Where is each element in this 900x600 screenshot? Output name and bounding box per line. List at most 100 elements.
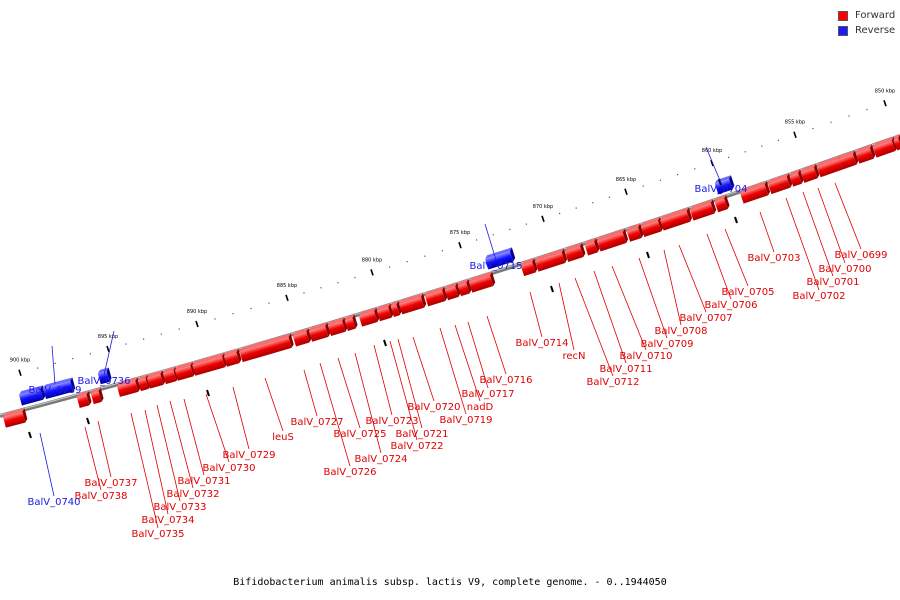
gene-label-balv-0724[interactable]: BalV_0724 (354, 454, 407, 465)
gene-label-balv-0715[interactable]: BalV_0715 (469, 261, 522, 272)
forward-gene[interactable] (358, 307, 380, 327)
gene-label-balv-0710[interactable]: BalV_0710 (619, 351, 672, 362)
forward-gene[interactable] (767, 173, 793, 195)
forward-gene[interactable] (376, 303, 394, 322)
minor-tick (592, 202, 594, 204)
forward-gene[interactable] (146, 370, 166, 389)
gene-label-balv-0740[interactable]: BalV_0740 (27, 497, 80, 508)
gene-label-balv-0738[interactable]: BalV_0738 (74, 491, 127, 502)
forward-gene[interactable] (564, 242, 586, 262)
reverse-gene[interactable] (18, 385, 46, 406)
reverse-gene[interactable] (484, 247, 516, 270)
forward-gene[interactable] (444, 282, 462, 301)
major-tick (793, 131, 797, 138)
gene-label-balv-0727[interactable]: BalV_0727 (290, 417, 343, 428)
reverse-gene[interactable] (42, 377, 76, 400)
forward-gene[interactable] (789, 169, 805, 187)
forward-gene[interactable] (714, 194, 731, 213)
leader-line (183, 398, 205, 476)
leader-line (144, 409, 169, 515)
forward-gene[interactable] (468, 271, 496, 293)
gene-label-balv-0719[interactable]: BalV_0719 (439, 415, 492, 426)
forward-gene[interactable] (872, 136, 898, 158)
gene-label-balv-0721[interactable]: BalV_0721 (395, 429, 448, 440)
gene-label-balv-0731[interactable]: BalV_0731 (177, 476, 230, 487)
forward-gene[interactable] (116, 377, 141, 397)
gene-top (714, 175, 731, 184)
forward-gene[interactable] (520, 258, 539, 277)
forward-gene[interactable] (223, 348, 242, 367)
gene-label-balv-0702[interactable]: BalV_0702 (792, 291, 845, 302)
reverse-gene[interactable] (97, 367, 112, 385)
gene-label-balv-0717[interactable]: BalV_0717 (461, 389, 514, 400)
gene-label-balv-0706[interactable]: BalV_0706 (704, 300, 757, 311)
forward-gene[interactable] (239, 333, 295, 363)
gene-label-balv-0711[interactable]: BalV_0711 (599, 364, 652, 375)
forward-gene[interactable] (398, 293, 427, 315)
gene-label-leus[interactable]: leuS (272, 432, 294, 443)
gene-label-balv-0722[interactable]: BalV_0722 (390, 441, 443, 452)
gene-label-balv-0712[interactable]: BalV_0712 (586, 377, 639, 388)
gene-label-balv-0704[interactable]: BalV_0704 (694, 184, 747, 195)
gene-label-balv-0726[interactable]: BalV_0726 (323, 467, 376, 478)
gene-label-balv-0734[interactable]: BalV_0734 (141, 515, 194, 526)
gene-body (714, 198, 728, 213)
gene-label-balv-0714[interactable]: BalV_0714 (515, 338, 568, 349)
gene-label-balv-0733[interactable]: BalV_0733 (153, 502, 206, 513)
gene-label-balv-0729[interactable]: BalV_0729 (222, 450, 275, 461)
gene-label-nadd[interactable]: nadD (467, 402, 494, 413)
forward-gene[interactable] (191, 352, 228, 376)
gene-label-balv-0736[interactable]: BalV_0736 (77, 376, 130, 387)
gene-label-recn[interactable]: recN (562, 351, 585, 362)
forward-gene[interactable] (800, 164, 821, 183)
forward-gene[interactable] (174, 362, 196, 381)
forward-gene[interactable] (584, 238, 601, 256)
gene-label-balv-0737[interactable]: BalV_0737 (84, 478, 137, 489)
gene-top (564, 242, 582, 252)
orientation-marker (383, 339, 387, 347)
gene-label-balv-0725[interactable]: BalV_0725 (333, 429, 386, 440)
gene-label-balv-0730[interactable]: BalV_0730 (202, 463, 255, 474)
forward-gene[interactable] (457, 279, 473, 297)
forward-gene[interactable] (855, 144, 877, 164)
forward-gene[interactable] (659, 207, 693, 231)
gene-label-balv-0739[interactable]: BalV_0739 (28, 385, 81, 396)
forward-gene[interactable] (424, 286, 448, 307)
gene-label-balv-0705[interactable]: BalV_0705 (721, 287, 774, 298)
gene-label-balv-0735[interactable]: BalV_0735 (131, 529, 184, 540)
gene-label-balv-0709[interactable]: BalV_0709 (640, 339, 693, 350)
gene-body (97, 371, 110, 385)
gene-label-balv-0707[interactable]: BalV_0707 (679, 313, 732, 324)
gene-label-balv-0701[interactable]: BalV_0701 (806, 277, 859, 288)
forward-gene[interactable] (308, 322, 331, 342)
gene-body (292, 331, 310, 347)
gene-body (457, 282, 470, 297)
forward-gene[interactable] (76, 391, 92, 408)
gene-label-balv-0723[interactable]: BalV_0723 (365, 416, 418, 427)
major-tick (883, 100, 887, 107)
gene-label-balv-0720[interactable]: BalV_0720 (407, 402, 460, 413)
gene-top (308, 322, 328, 332)
gene-label-balv-0700[interactable]: BalV_0700 (818, 264, 871, 275)
forward-gene[interactable] (640, 217, 664, 238)
forward-gene[interactable] (626, 223, 645, 242)
forward-gene[interactable] (292, 328, 312, 347)
forward-gene[interactable] (390, 300, 403, 317)
gene-top (239, 333, 291, 352)
forward-gene[interactable] (689, 199, 717, 221)
gene-top (444, 282, 458, 290)
forward-gene[interactable] (739, 181, 771, 204)
forward-gene[interactable] (344, 314, 359, 331)
gene-label-balv-0699[interactable]: BalV_0699 (834, 250, 887, 261)
gene-label-balv-0708[interactable]: BalV_0708 (654, 326, 707, 337)
forward-gene[interactable] (2, 408, 28, 428)
forward-gene[interactable] (596, 228, 629, 252)
gene-label-balv-0732[interactable]: BalV_0732 (166, 489, 219, 500)
gene-label-balv-0703[interactable]: BalV_0703 (747, 253, 800, 264)
forward-gene[interactable] (534, 248, 568, 272)
forward-gene[interactable] (90, 387, 104, 405)
forward-gene[interactable] (327, 317, 348, 337)
legend-forward: Forward (838, 8, 895, 23)
forward-gene[interactable] (838, 150, 860, 170)
gene-label-balv-0716[interactable]: BalV_0716 (479, 375, 532, 386)
